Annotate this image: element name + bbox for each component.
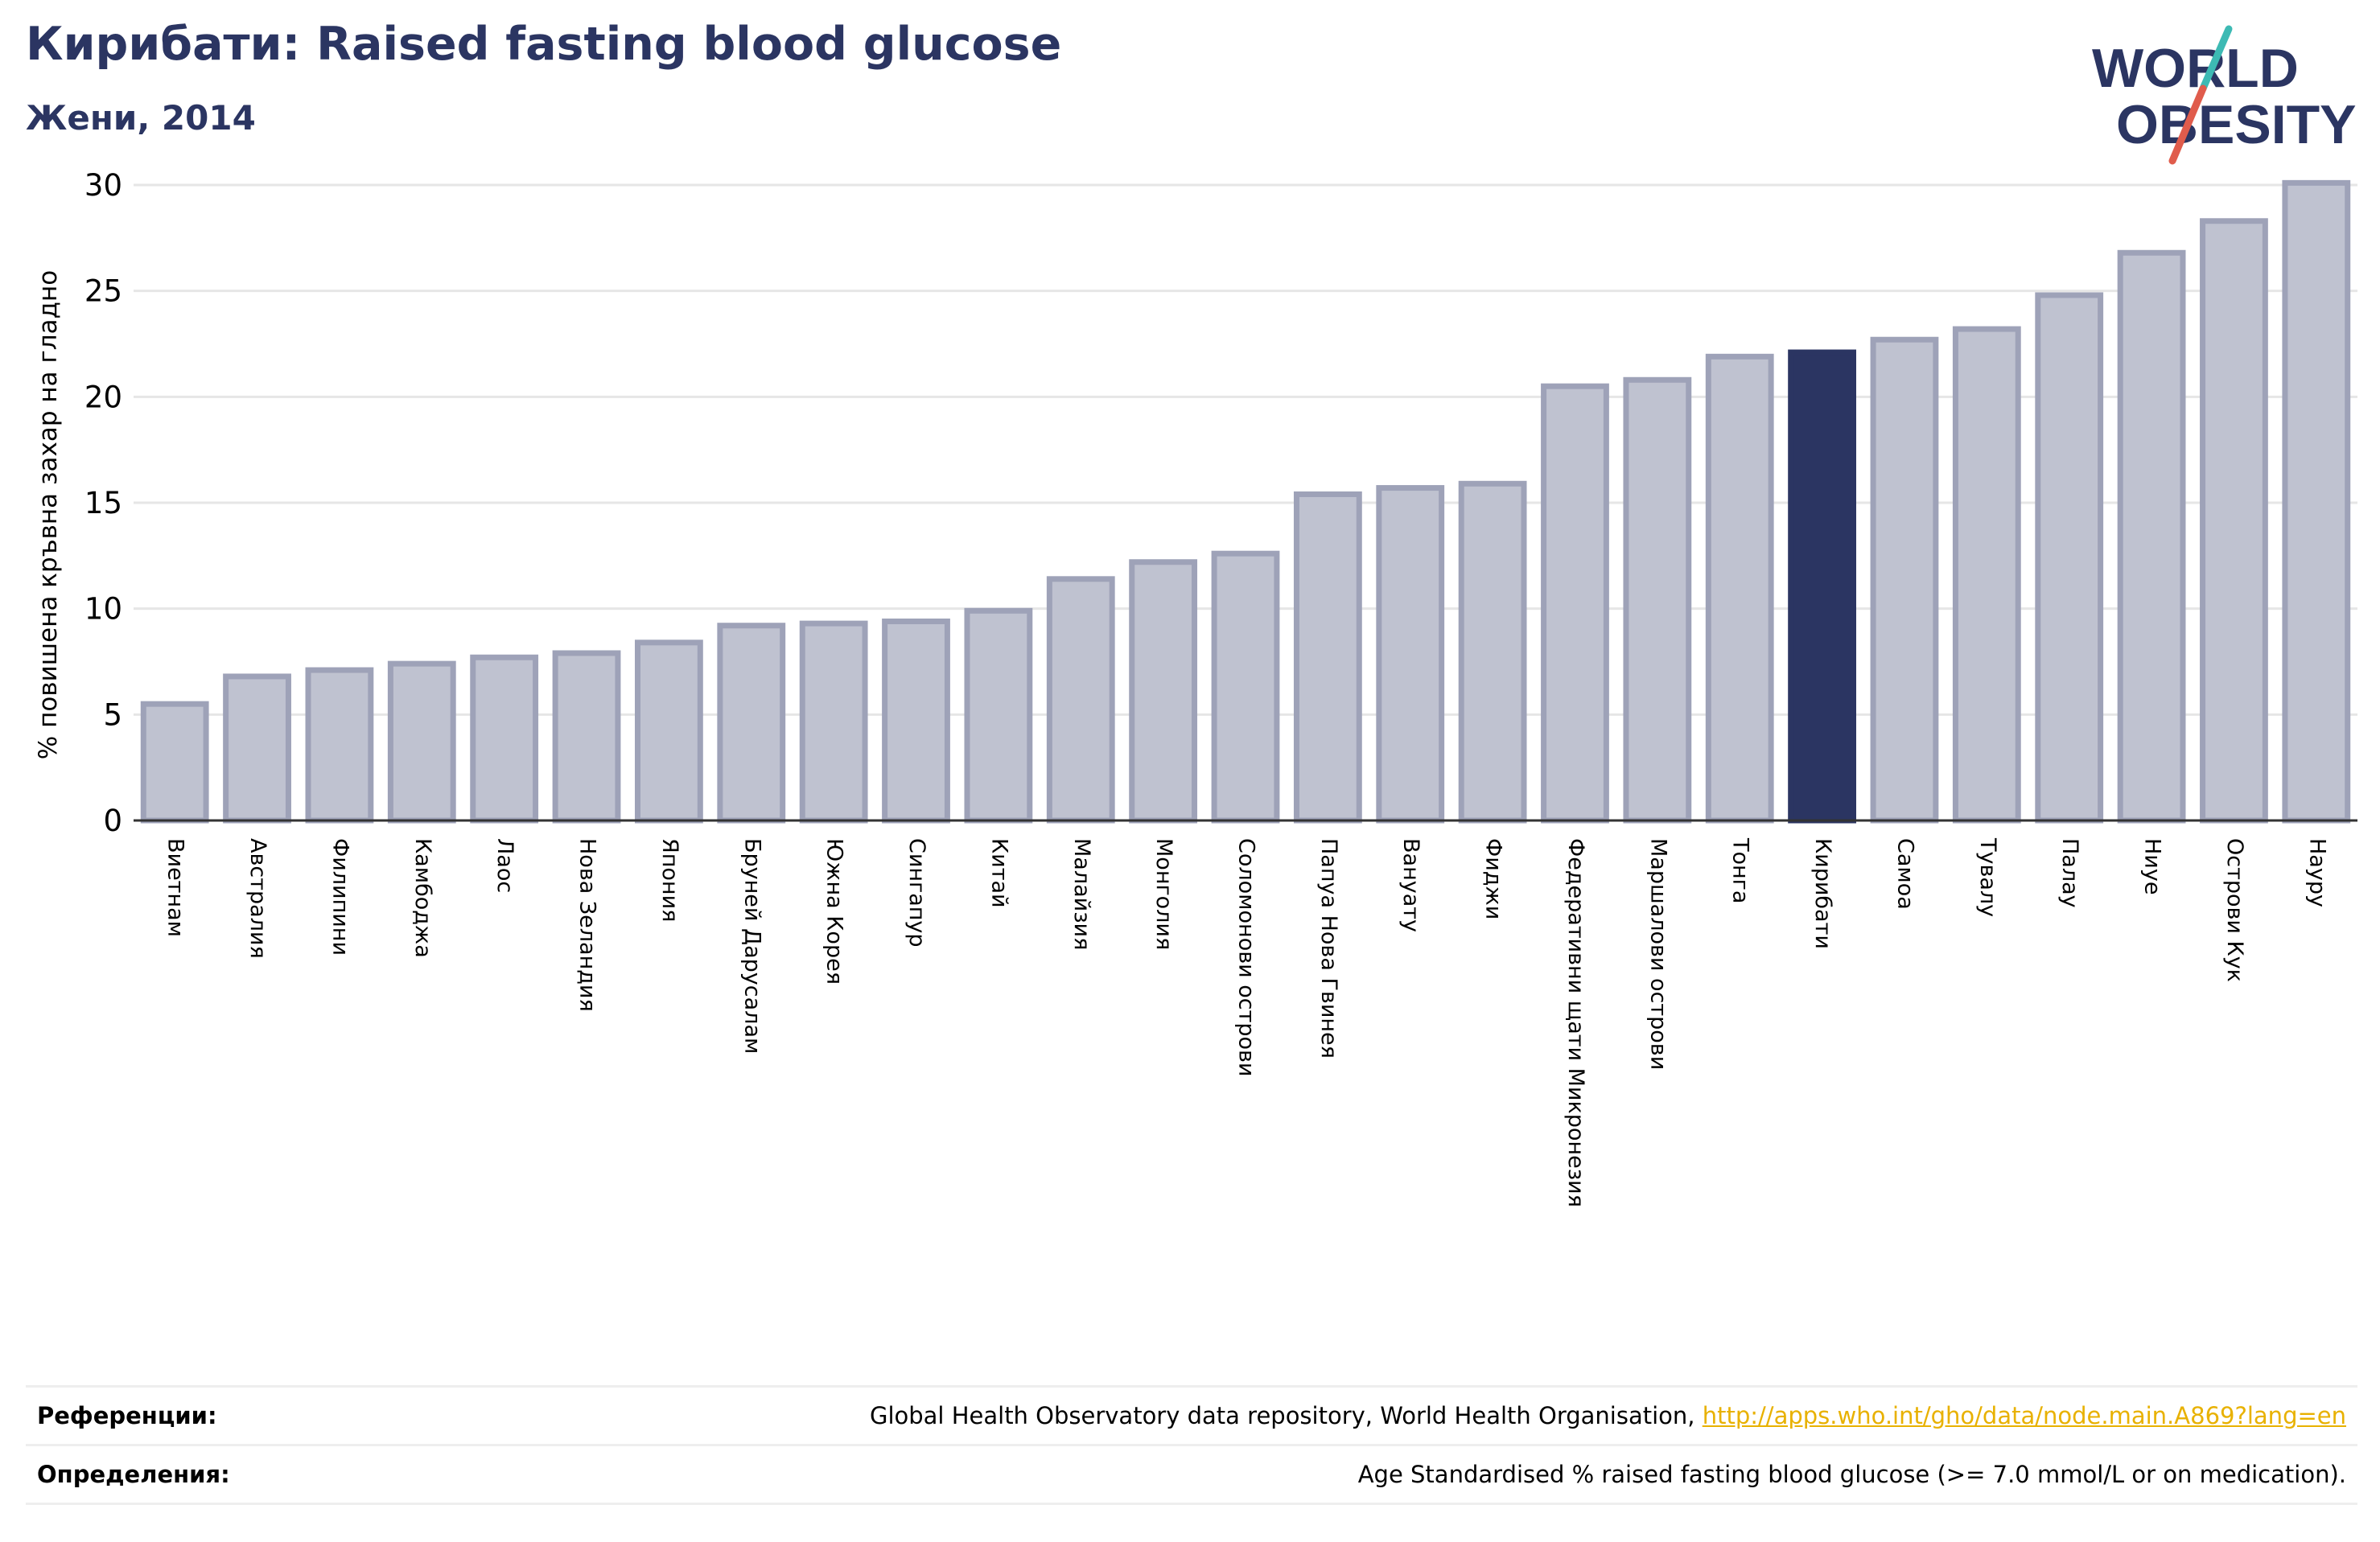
world-obesity-logo: WORLD OBESITY	[2092, 25, 2357, 165]
x-tick-label: Тувалу	[1975, 837, 2000, 917]
bar	[1870, 336, 1939, 824]
bar	[964, 607, 1033, 824]
x-tick-label: Нова Зеландия	[575, 838, 600, 1012]
bar	[1952, 326, 2021, 824]
y-tick-label: 30	[84, 168, 122, 203]
bar	[1623, 376, 1692, 824]
bar	[1541, 383, 1609, 824]
y-tick-label: 5	[103, 697, 122, 732]
x-tick-label: Австралия	[245, 838, 270, 959]
bar	[1046, 576, 1115, 824]
x-tick-label: Ниуе	[2140, 838, 2165, 894]
x-tick-label: Китай	[986, 838, 1011, 908]
x-tick-label: Науру	[2304, 838, 2329, 907]
y-tick-label: 10	[84, 592, 122, 627]
y-tick-label: 20	[84, 380, 122, 414]
logo-slash-bottom	[2168, 84, 2207, 165]
y-tick-label: 15	[84, 486, 122, 520]
logo-slash-top	[2199, 25, 2233, 93]
definitions-value: Age Standardised % raised fasting blood …	[1357, 1461, 2346, 1488]
bar	[1129, 559, 1198, 824]
x-tick-label: Маршалови острови	[1645, 838, 1670, 1070]
x-tick-label: Лаос	[492, 838, 517, 893]
y-tick-label: 25	[84, 274, 122, 309]
bar	[635, 639, 703, 824]
x-tick-label: Монголия	[1151, 838, 1176, 950]
references-text: Global Health Observatory data repositor…	[869, 1402, 1703, 1429]
x-tick-label: Виетнам	[163, 838, 188, 937]
bar	[1458, 480, 1527, 824]
logo-line1: WORLD	[2092, 38, 2299, 99]
bar	[2282, 179, 2351, 824]
bar	[470, 654, 539, 824]
references-value: Global Health Observatory data repositor…	[870, 1402, 2357, 1429]
bar	[882, 618, 950, 824]
y-tick-label: 0	[103, 804, 122, 838]
x-tick-label: Филипини	[327, 838, 352, 956]
x-tick-label: Кирибати	[1810, 838, 1835, 949]
y-axis-label: % повишена кръвна захар на гладно	[34, 270, 63, 759]
definitions-label: Определения:	[37, 1461, 230, 1488]
x-tick-label: Камбоджа	[410, 838, 435, 958]
references-table: Референции: Global Health Observatory da…	[26, 1385, 2357, 1505]
logo-line2: OBESITY	[2116, 94, 2357, 155]
page-title: Кирибати: Raised fasting blood glucose	[26, 18, 1062, 71]
bar	[2117, 249, 2186, 824]
x-tick-label: Папуа Нова Гвинея	[1316, 838, 1341, 1059]
bar	[1705, 353, 1774, 824]
x-tick-label: Сингапур	[904, 838, 929, 948]
bar	[305, 667, 374, 824]
bar-chart: 0 5 10 15 20 25 30 % повишена кръвна захар на г…	[34, 168, 2357, 1207]
bar	[799, 620, 868, 824]
x-tick-label: Вануату	[1398, 838, 1423, 932]
bar	[2200, 218, 2268, 824]
definitions-row: Определения: Age Standardised % raised f…	[26, 1444, 2357, 1505]
bar	[717, 623, 786, 824]
x-tick-label: Федеративни щати Микронезия	[1563, 838, 1588, 1207]
x-tick-label: Острови Кук	[2222, 838, 2247, 982]
x-tick-label: Соломонови острови	[1234, 838, 1259, 1076]
x-tick-label: Самоа	[1892, 838, 1917, 910]
bar	[223, 673, 291, 824]
page-subtitle: Жени, 2014	[26, 98, 256, 138]
bar-highlighted	[1788, 349, 1856, 824]
x-tick-label: Южна Корея	[822, 838, 847, 985]
references-row: Референции: Global Health Observatory da…	[26, 1385, 2357, 1444]
bar	[552, 650, 621, 824]
bar	[387, 660, 456, 824]
bar	[1376, 485, 1445, 824]
x-tick-label: Тонга	[1728, 837, 1753, 903]
x-tick-label: Япония	[657, 838, 682, 922]
x-tick-label: Бруней Дарусалам	[739, 838, 764, 1054]
bar	[140, 701, 209, 824]
bar	[1293, 491, 1362, 824]
references-link[interactable]: http://apps.who.int/gho/data/node.main.A…	[1702, 1402, 2346, 1429]
x-tick-label: Малайзия	[1069, 838, 1094, 950]
bar	[1211, 550, 1280, 824]
x-tick-label: Палау	[2057, 838, 2082, 908]
references-label: Референции:	[37, 1402, 217, 1429]
x-tick-label: Фиджи	[1481, 838, 1506, 919]
bar	[2035, 292, 2104, 824]
